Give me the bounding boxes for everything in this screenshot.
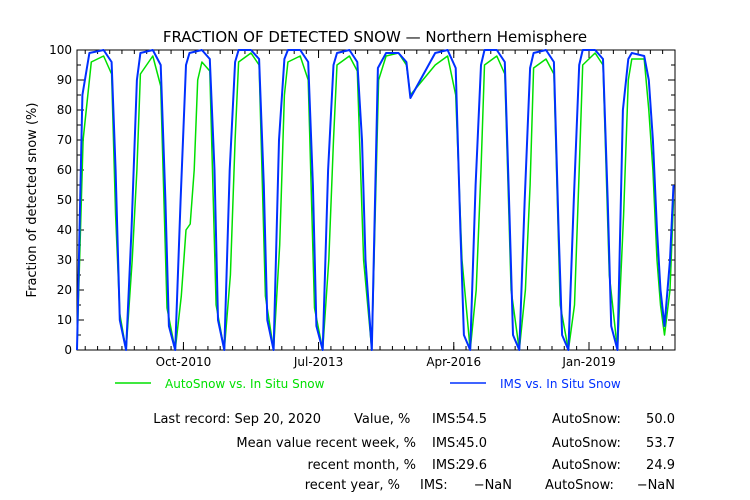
ims-label-row2: IMS: <box>432 436 460 451</box>
year-ims-value: −NaN <box>473 478 512 493</box>
last-ims-value: 54.5 <box>458 412 487 427</box>
y-tick-label: 10 <box>57 313 72 327</box>
year-label: recent year, % <box>304 478 400 493</box>
y-tick-label: 0 <box>64 343 72 357</box>
year-autosnow-value: −NaN <box>636 478 675 493</box>
series-line-autosnow <box>76 52 675 351</box>
legend: AutoSnow vs. In Situ Snow IMS vs. In Situ… <box>115 377 621 391</box>
month-ims-value: 29.6 <box>458 458 487 473</box>
autosnow-label-row4: AutoSnow: <box>545 478 614 493</box>
legend-label-ims: IMS vs. In Situ Snow <box>500 377 621 391</box>
week-label: Mean value recent week, % <box>236 436 416 451</box>
autosnow-label-row3: AutoSnow: <box>552 458 621 473</box>
plot-area: 0 10 20 30 40 50 60 70 80 90 100 Oct-2010 Jul-2013 Ap… <box>49 43 676 369</box>
month-label: recent month, % <box>307 458 416 473</box>
last-record-label: Last record: Sep 20, 2020 <box>153 412 321 427</box>
y-tick-label: 50 <box>57 193 72 207</box>
ims-label-row4: IMS: <box>420 478 448 493</box>
y-tick-label: 20 <box>57 283 72 297</box>
last-autosnow-value: 50.0 <box>646 412 675 427</box>
value-label: Value, % <box>354 412 411 427</box>
autosnow-label-row2: AutoSnow: <box>552 436 621 451</box>
x-tick-label: Jan-2019 <box>561 355 615 369</box>
y-tick-label: 70 <box>57 133 72 147</box>
ims-label-row1: IMS: <box>432 412 460 427</box>
month-autosnow-value: 24.9 <box>646 458 675 473</box>
autosnow-label-row1: AutoSnow: <box>552 412 621 427</box>
legend-label-autosnow: AutoSnow vs. In Situ Snow <box>165 377 325 391</box>
y-tick-label: 30 <box>57 253 72 267</box>
x-tick-label: Oct-2010 <box>156 355 212 369</box>
week-ims-value: 45.0 <box>458 436 487 451</box>
y-tick-label: 100 <box>49 43 72 57</box>
y-axis-label: Fraction of detected snow (%) <box>25 103 40 298</box>
y-tick-label: 40 <box>57 223 72 237</box>
y-tick-label: 80 <box>57 103 72 117</box>
week-autosnow-value: 53.7 <box>646 436 675 451</box>
y-tick-label: 90 <box>57 73 72 87</box>
y-tick-label: 60 <box>57 163 72 177</box>
x-tick-label: Jul-2013 <box>293 355 343 369</box>
chart-title: FRACTION OF DETECTED SNOW — Northern Hem… <box>163 28 587 46</box>
series-line-ims <box>76 49 675 351</box>
snow-fraction-chart: FRACTION OF DETECTED SNOW — Northern Hem… <box>25 28 676 391</box>
x-tick-label: Apr-2016 <box>426 355 481 369</box>
ims-label-row3: IMS: <box>432 458 460 473</box>
